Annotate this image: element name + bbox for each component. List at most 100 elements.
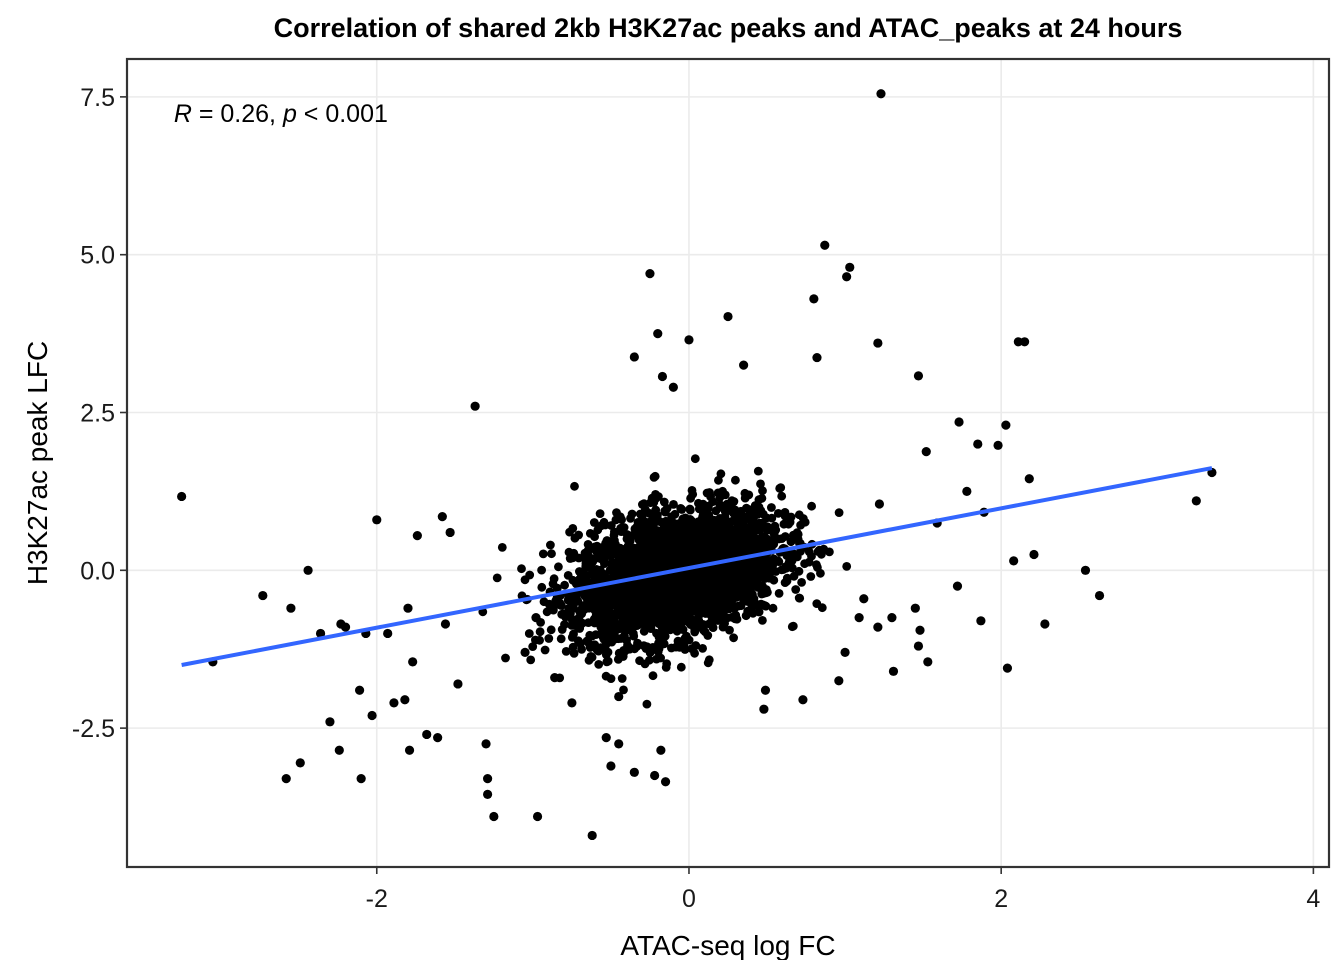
data-point [740, 562, 749, 571]
data-point [422, 729, 432, 740]
data-point [812, 352, 822, 363]
data-point [669, 500, 678, 509]
data-point [524, 629, 534, 638]
data-point [594, 553, 604, 563]
data-point [993, 440, 1003, 450]
data-point [548, 579, 558, 589]
data-point [295, 758, 305, 768]
data-point [659, 625, 669, 635]
data-point [660, 631, 670, 641]
data-point [952, 581, 963, 591]
data-point [913, 641, 924, 651]
data-point [652, 654, 661, 664]
data-point [489, 811, 499, 822]
data-point [567, 621, 577, 630]
data-point [1002, 663, 1013, 673]
data-point [685, 504, 695, 514]
data-point [590, 532, 599, 542]
data-point [817, 549, 826, 559]
data-point [611, 567, 621, 577]
data-point [628, 623, 638, 632]
data-point [787, 563, 797, 573]
data-point [817, 603, 827, 613]
data-point [703, 521, 713, 531]
data-point [651, 493, 661, 503]
data-point [670, 549, 679, 559]
data-point [730, 614, 740, 624]
data-point [550, 673, 560, 683]
data-point [281, 774, 291, 784]
data-point [758, 509, 768, 519]
data-point [483, 789, 493, 800]
data-point [1001, 420, 1011, 430]
data-point [685, 600, 695, 610]
data-point [761, 524, 770, 533]
data-point [412, 530, 422, 541]
data-point [873, 338, 883, 348]
data-point [620, 631, 629, 641]
data-point [638, 500, 647, 509]
data-point [666, 519, 676, 528]
data-point [610, 624, 620, 634]
data-point [723, 311, 733, 322]
data-point [780, 532, 790, 541]
data-point [759, 704, 769, 714]
data-point [682, 631, 691, 641]
data-point [606, 617, 616, 627]
data-point [569, 548, 579, 558]
data-point [698, 509, 708, 519]
data-point [834, 676, 844, 686]
data-point [538, 549, 548, 559]
data-point [780, 511, 790, 521]
data-point [629, 352, 639, 362]
data-point [976, 616, 986, 626]
data-point [645, 644, 655, 653]
data-point [624, 534, 634, 543]
data-point [954, 417, 964, 427]
data-point [763, 587, 772, 597]
data-point [587, 590, 597, 599]
data-point [535, 627, 545, 637]
data-point [635, 656, 644, 666]
y-tick-label: 5.0 [80, 242, 115, 270]
x-tick-label: -2 [366, 885, 388, 913]
data-point [694, 616, 704, 625]
data-point [626, 514, 635, 523]
data-point [615, 543, 625, 553]
data-point [834, 508, 844, 517]
data-point [540, 645, 550, 655]
data-point [638, 607, 648, 617]
data-point [640, 578, 650, 587]
data-point [661, 663, 671, 672]
data-point [759, 535, 769, 544]
data-point [617, 515, 626, 525]
data-point [754, 607, 764, 617]
data-point [666, 616, 676, 626]
chart-title: Correlation of shared 2kb H3K27ac peaks … [274, 13, 1183, 43]
data-point [520, 647, 530, 657]
data-point [546, 540, 555, 550]
data-point [707, 586, 716, 596]
data-point [775, 484, 785, 493]
data-point [676, 662, 686, 672]
data-point [721, 546, 731, 555]
data-point [656, 745, 666, 755]
data-point [557, 625, 567, 634]
data-point [707, 606, 717, 615]
data-point [658, 606, 668, 616]
data-point [614, 691, 624, 702]
data-point [692, 589, 702, 599]
data-point [789, 530, 798, 540]
p-symbol: p [282, 100, 297, 128]
data-point [758, 486, 767, 496]
data-point [681, 525, 691, 535]
data-point [773, 509, 783, 518]
data-point [727, 517, 736, 526]
data-point [623, 544, 633, 554]
data-point [876, 89, 886, 99]
data-point [526, 655, 536, 665]
data-point [648, 671, 658, 681]
data-point [603, 588, 613, 598]
data-point [653, 328, 663, 339]
data-point [728, 565, 738, 575]
